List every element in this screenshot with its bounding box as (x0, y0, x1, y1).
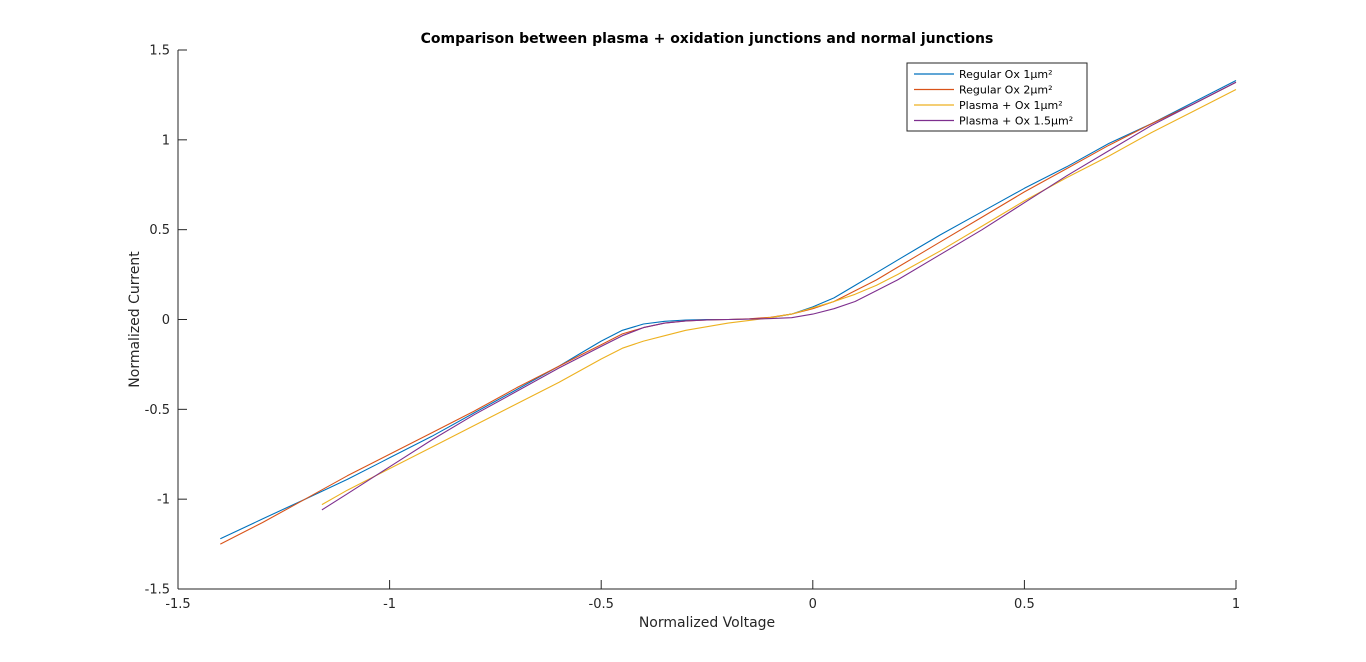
x-tick-label: 0 (809, 597, 817, 612)
y-axis-label: Normalized Current (127, 251, 143, 388)
legend-label: Regular Ox 2µm² (959, 84, 1052, 97)
legend-items: Regular Ox 1µm² Regular Ox 2µm² Plasma + O… (914, 68, 1073, 128)
y-tick-label: -1 (157, 493, 170, 508)
y-tick-label: -1.5 (145, 583, 170, 598)
series-line-4 (321, 81, 1237, 511)
x-tick-label: -1.5 (165, 597, 190, 612)
legend-label: Plasma + Ox 1.5µm² (959, 115, 1073, 128)
legend: Regular Ox 1µm² Regular Ox 2µm² Plasma + O… (906, 62, 1088, 132)
x-tick-label: 0.5 (1014, 597, 1035, 612)
y-ticks: -1.5 -1 -0.5 0 0.5 1 1.5 (145, 44, 187, 598)
x-tick-label: -1 (383, 597, 396, 612)
y-tick-label: 1.5 (149, 44, 170, 59)
legend-label: Plasma + Ox 1µm² (959, 99, 1063, 112)
chart-title: Comparison between plasma + oxidation ju… (421, 31, 994, 47)
x-axis-label: Normalized Voltage (639, 615, 775, 631)
y-tick-label: -0.5 (145, 403, 170, 418)
legend-label: Regular Ox 1µm² (959, 68, 1052, 81)
x-tick-label: 1 (1232, 597, 1240, 612)
y-tick-label: 0 (162, 313, 170, 328)
x-ticks: -1.5 -1 -0.5 0 0.5 1 (165, 580, 1240, 612)
y-tick-label: 0.5 (149, 223, 170, 238)
y-tick-label: 1 (162, 133, 170, 148)
x-tick-label: -0.5 (589, 597, 614, 612)
series-layer (220, 80, 1237, 545)
